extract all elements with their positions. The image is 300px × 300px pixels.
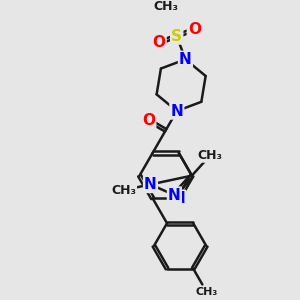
Text: O: O	[188, 22, 201, 37]
Text: CH₃: CH₃	[198, 149, 223, 162]
Text: N: N	[179, 52, 192, 67]
Text: N: N	[170, 103, 183, 118]
Text: N: N	[144, 177, 157, 192]
Text: N: N	[168, 188, 181, 202]
Text: N: N	[172, 191, 185, 206]
Text: CH₃: CH₃	[196, 287, 218, 297]
Text: CH₃: CH₃	[111, 184, 136, 197]
Text: S: S	[171, 28, 182, 44]
Text: O: O	[142, 113, 155, 128]
Text: O: O	[152, 35, 166, 50]
Text: CH₃: CH₃	[153, 0, 178, 13]
